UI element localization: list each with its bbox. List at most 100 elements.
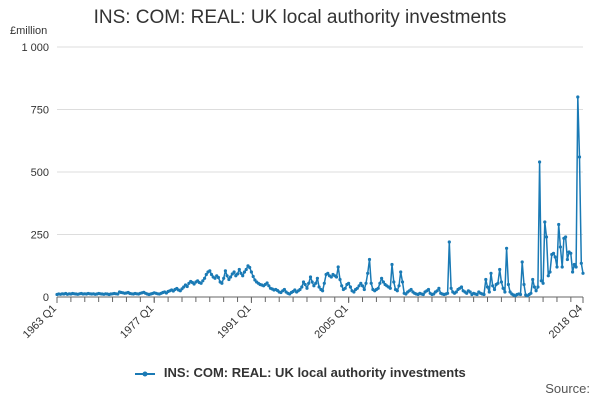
data-point xyxy=(548,270,552,274)
data-point xyxy=(388,286,392,290)
data-point xyxy=(267,284,271,288)
data-point xyxy=(505,246,509,250)
data-point xyxy=(300,285,304,289)
data-point xyxy=(560,265,564,269)
data-point xyxy=(541,281,545,285)
data-point xyxy=(223,269,227,273)
data-point xyxy=(348,285,352,289)
data-point xyxy=(244,267,248,272)
data-point xyxy=(322,281,326,285)
data-point xyxy=(340,284,344,288)
data-point xyxy=(437,286,441,290)
data-point xyxy=(314,281,318,285)
data-point xyxy=(576,95,580,99)
data-point xyxy=(531,277,535,282)
data-point xyxy=(367,257,372,262)
y-tick-label: 750 xyxy=(31,105,49,117)
data-point xyxy=(227,277,231,282)
series-line xyxy=(56,96,584,297)
data-point xyxy=(421,292,425,297)
data-point xyxy=(301,280,306,284)
data-point xyxy=(459,285,464,289)
data-point xyxy=(312,284,316,288)
data-point xyxy=(465,291,469,295)
data-point xyxy=(447,240,451,244)
data-point xyxy=(326,271,330,275)
legend-swatch xyxy=(135,371,156,377)
data-point xyxy=(364,281,368,285)
data-point xyxy=(239,271,243,275)
data-point xyxy=(347,281,351,285)
data-point xyxy=(558,245,563,249)
data-point xyxy=(496,281,500,285)
data-point xyxy=(235,272,240,276)
data-point xyxy=(579,261,583,265)
y-axis-unit-label: £million xyxy=(10,25,48,37)
data-point xyxy=(203,276,207,280)
data-point xyxy=(449,286,453,290)
data-point xyxy=(446,291,450,295)
data-point xyxy=(225,274,229,278)
data-point xyxy=(204,272,208,277)
data-point xyxy=(538,160,542,164)
data-point xyxy=(308,275,313,279)
data-point xyxy=(232,270,236,274)
data-point xyxy=(360,284,365,288)
x-tick-label: 1991 Q1 xyxy=(215,303,253,341)
data-point xyxy=(329,275,333,279)
data-point xyxy=(241,274,245,278)
data-point xyxy=(484,277,488,282)
data-point xyxy=(352,290,356,294)
data-point xyxy=(366,271,370,275)
data-point xyxy=(237,267,241,272)
data-point xyxy=(390,262,394,267)
data-point xyxy=(213,276,217,280)
data-point xyxy=(355,286,359,290)
data-point xyxy=(520,260,524,264)
data-point xyxy=(565,257,570,262)
x-tick-label: 1963 Q1 xyxy=(21,303,59,341)
data-point xyxy=(359,281,363,285)
data-point xyxy=(544,235,549,239)
data-point xyxy=(282,287,286,292)
data-point xyxy=(454,290,458,294)
data-point xyxy=(543,220,547,224)
data-point xyxy=(489,271,493,275)
data-point xyxy=(298,287,302,292)
data-point xyxy=(242,270,247,274)
y-tick-label: 0 xyxy=(43,292,49,304)
data-point xyxy=(343,286,347,290)
data-point xyxy=(336,265,340,269)
data-point xyxy=(216,275,220,280)
data-point xyxy=(251,274,255,279)
data-point xyxy=(555,265,559,269)
data-point xyxy=(498,267,502,272)
data-point xyxy=(334,275,339,279)
legend-item-label: INS: COM: REAL: UK local authority inves… xyxy=(163,365,466,380)
data-point xyxy=(572,262,576,267)
data-point xyxy=(209,272,214,277)
data-point xyxy=(499,280,503,284)
data-point xyxy=(185,284,189,289)
data-point xyxy=(208,269,212,273)
data-point xyxy=(249,270,253,274)
data-point xyxy=(501,286,505,290)
data-point xyxy=(577,155,582,159)
x-tick-label: 1977 Q1 xyxy=(118,303,156,341)
data-point xyxy=(503,290,507,294)
data-point xyxy=(435,289,439,293)
data-point xyxy=(381,280,385,284)
data-point xyxy=(492,287,497,292)
data-point xyxy=(400,280,405,284)
data-point xyxy=(409,287,413,292)
legend[interactable]: INS: COM: REAL: UK local authority inves… xyxy=(0,365,600,380)
data-point xyxy=(399,270,403,274)
data-point xyxy=(506,282,510,287)
data-point xyxy=(310,280,314,284)
data-point xyxy=(534,289,538,293)
data-point xyxy=(380,276,384,280)
data-point xyxy=(357,284,361,288)
data-point xyxy=(303,282,307,287)
y-tick-label: 500 xyxy=(31,167,49,179)
